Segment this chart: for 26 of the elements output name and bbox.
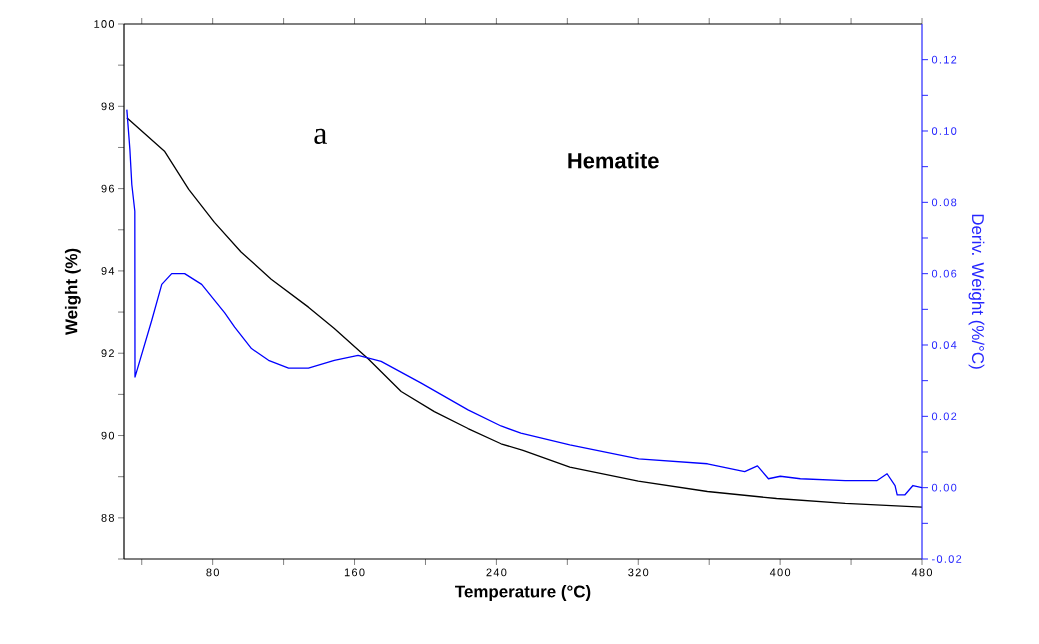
x-tick-label: 400 [769, 568, 791, 577]
x-tick-label: 320 [628, 568, 649, 577]
y2-axis-title: Deriv. Weight (%/°C) [968, 214, 985, 369]
y2-tick-label: 0.04 [931, 341, 957, 349]
y-tick-label: 90 [101, 431, 115, 440]
y-tick-label: 96 [101, 184, 114, 193]
y2-tick-label: 0.12 [931, 55, 957, 64]
x-tick-label: 240 [486, 568, 507, 577]
y-tick-label: 98 [101, 102, 114, 111]
y2-tick-label: 0.00 [931, 483, 957, 492]
annotation: Hematite [568, 152, 659, 169]
y-tick-label: 100 [94, 20, 115, 28]
y-axis-title: Weight (%) [64, 248, 81, 336]
y-tick-label: 88 [101, 513, 114, 522]
y2-tick-label: -0.02 [931, 555, 962, 563]
x-axis-title: Temperature (°C) [455, 585, 591, 601]
y2-tick-label: 0.02 [931, 412, 957, 421]
y-tick-label: 94 [101, 267, 115, 275]
x-tick-label: 480 [911, 568, 933, 577]
annotation: a [314, 128, 327, 144]
x-tick-label: 80 [206, 568, 219, 577]
y2-tick-label: 0.08 [931, 198, 957, 207]
y2-tick-label: 0.06 [931, 269, 957, 278]
y2-tick-label: 0.10 [931, 127, 957, 135]
x-tick-label: 160 [344, 568, 365, 577]
y-tick-label: 92 [101, 349, 114, 358]
